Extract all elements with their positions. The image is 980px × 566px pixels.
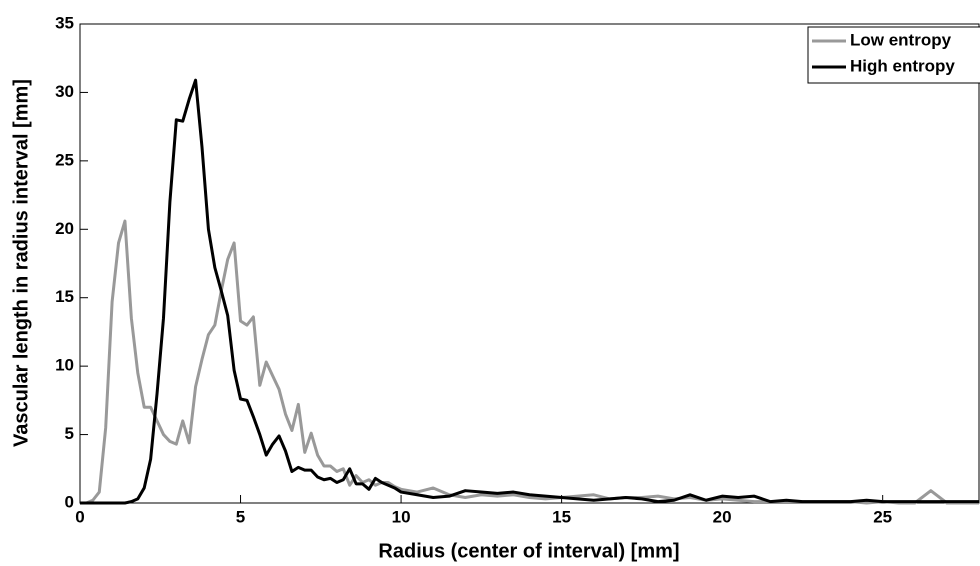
y-tick-label: 30 xyxy=(55,82,74,101)
plot-area xyxy=(79,23,980,504)
y-tick-label: 35 xyxy=(55,13,74,32)
y-axis-title: Vascular length in radius interval [mm] xyxy=(10,79,32,447)
y-tick-label: 15 xyxy=(55,287,74,306)
y-tick-label: 25 xyxy=(55,150,74,169)
x-tick-label: 15 xyxy=(552,507,571,526)
x-axis-title: Radius (center of interval) [mm] xyxy=(378,540,679,562)
x-tick-label: 0 xyxy=(75,507,84,526)
y-tick-label: 5 xyxy=(65,424,74,443)
y-tick-label: 20 xyxy=(55,219,74,238)
legend-label: High entropy xyxy=(850,56,955,75)
legend-label: Low entropy xyxy=(850,30,952,49)
legend-box xyxy=(807,26,980,84)
x-tick-label: 25 xyxy=(873,507,892,526)
data-line xyxy=(80,219,979,505)
y-tick-label: 0 xyxy=(65,492,74,511)
x-tick-label: 10 xyxy=(392,507,411,526)
x-tick-label: 5 xyxy=(236,507,245,526)
y-tick-label: 10 xyxy=(55,356,74,375)
data-line xyxy=(80,78,979,505)
x-tick-label: 20 xyxy=(713,507,732,526)
